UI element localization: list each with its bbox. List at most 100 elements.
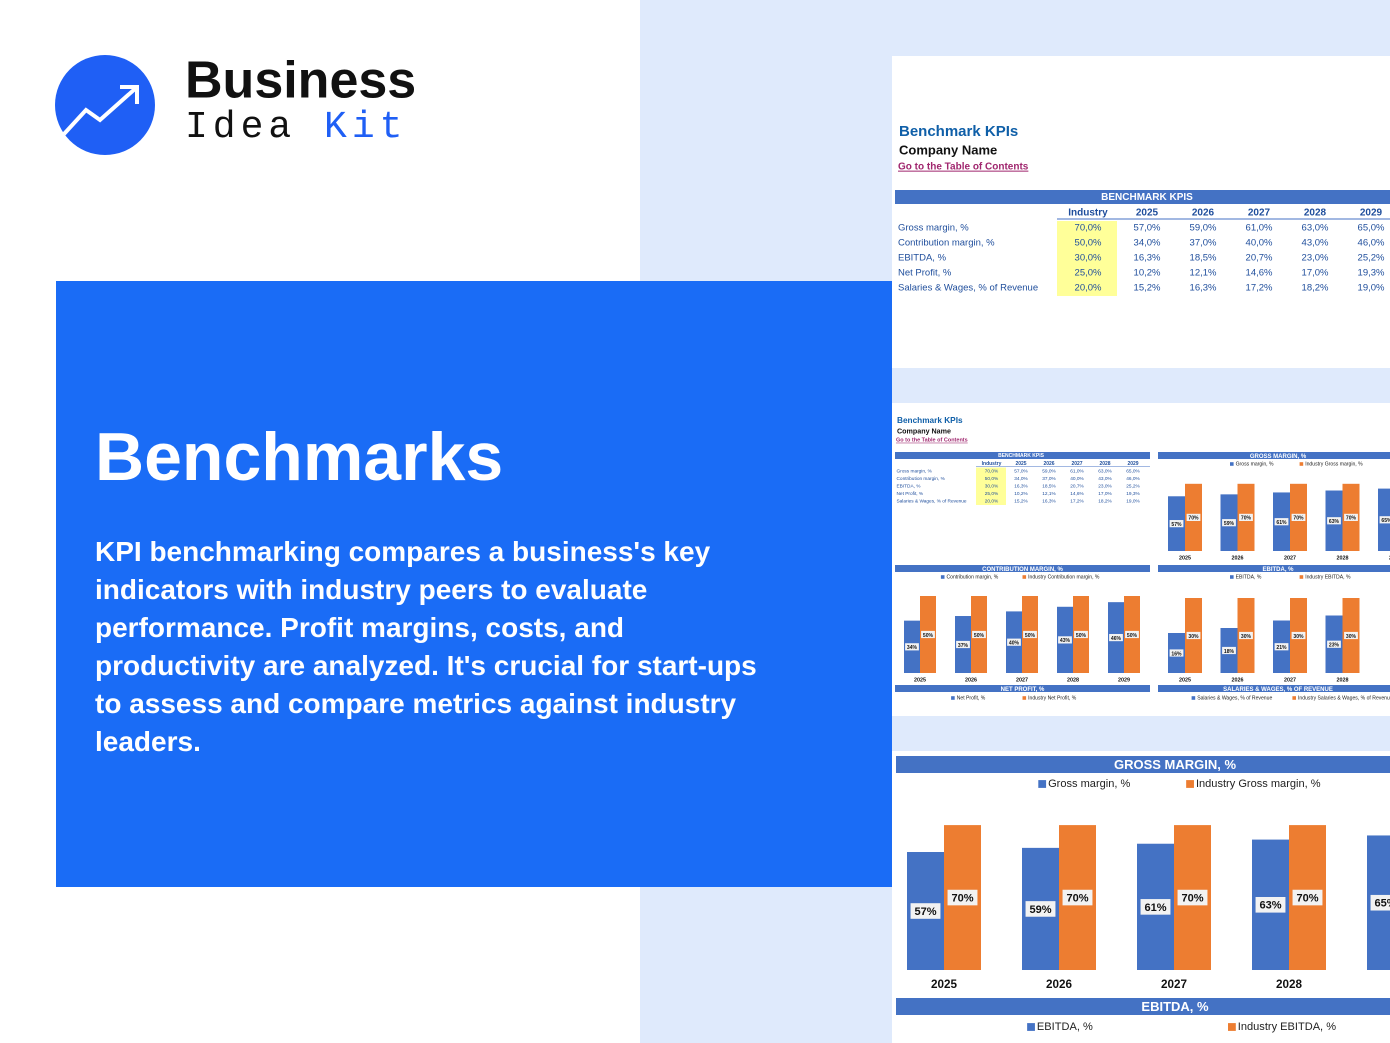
legend-swatch <box>1191 696 1196 700</box>
x-tick-label: 2026 <box>1232 677 1244 683</box>
value-label: 59% <box>1224 521 1235 527</box>
company-name: Company Name <box>899 142 997 157</box>
chart-title: SALARIES & WAGES, % OF REVENUE <box>1223 687 1333 693</box>
table-cell: 12,1% <box>1190 268 1217 279</box>
table-cell: 18,2% <box>1302 283 1329 294</box>
value-label: 50% <box>1076 633 1087 639</box>
legend-swatch <box>1292 696 1296 700</box>
table-cell: 14,6% <box>1070 491 1084 497</box>
table-cell: 46,0% <box>1358 238 1385 249</box>
legend-swatch <box>1027 1023 1035 1031</box>
table-cell: 16,3% <box>1134 253 1161 264</box>
x-tick-label: 2026 <box>1232 555 1244 561</box>
row-label: Gross margin, % <box>898 223 969 234</box>
value-label: 70% <box>951 892 973 904</box>
x-tick-label: 2025 <box>931 978 958 991</box>
row-label: Gross margin, % <box>897 468 933 474</box>
value-label: 43% <box>1060 638 1071 644</box>
legend-swatch <box>951 696 955 700</box>
value-label-box <box>1062 889 1093 906</box>
hero-title: Benchmarks <box>95 419 504 495</box>
x-tick-label: 2026 <box>1046 978 1073 991</box>
column-header: 2027 <box>1071 461 1082 467</box>
x-tick-label: 2028 <box>1337 677 1349 683</box>
table-cell: 17,0% <box>1302 268 1329 279</box>
table-title: BENCHMARK KPIS <box>1101 192 1193 203</box>
legend-swatch <box>1299 462 1304 466</box>
value-label-box <box>905 643 919 651</box>
chart-title-bar <box>1158 685 1390 692</box>
legend-label: Industry Gross margin, % <box>1305 461 1363 467</box>
legend-label: Salaries & Wages, % of Revenue <box>1197 695 1272 701</box>
table-cell: 12,1% <box>1042 491 1056 497</box>
value-label: 30% <box>1241 634 1252 640</box>
table-cell: 10,2% <box>1134 268 1161 279</box>
table-cell: 40,0% <box>1070 476 1084 482</box>
column-header: 2026 <box>1192 208 1215 219</box>
value-label: 50% <box>1025 633 1036 639</box>
sheet-panel <box>892 56 1390 368</box>
value-label-box <box>1222 646 1236 655</box>
chart-title-bar <box>895 685 1150 692</box>
table-cell: 19,3% <box>1126 491 1140 497</box>
value-label-box <box>1169 649 1184 657</box>
column-header: Industry <box>1068 208 1108 219</box>
table-cell: 23,0% <box>1302 253 1329 264</box>
table-cell: 65,0% <box>1126 468 1140 474</box>
table-cell: 46,0% <box>1126 476 1140 482</box>
industry-highlight <box>1057 221 1117 296</box>
legend-label: Gross margin, % <box>1236 461 1274 467</box>
column-header: 2025 <box>1015 461 1026 467</box>
value-label-box <box>1007 638 1021 646</box>
value-label: 50% <box>923 633 934 639</box>
value-label-box <box>947 889 978 906</box>
table-cell: 20,7% <box>1246 253 1273 264</box>
toc-link: Go to the Table of Contents <box>898 162 1029 173</box>
value-label-box <box>1140 899 1171 915</box>
table-cell: 16,3% <box>1190 283 1217 294</box>
value-label: 70% <box>1296 892 1318 904</box>
logo-arrow-head <box>120 85 139 104</box>
value-label-box <box>1186 513 1201 521</box>
value-label-box <box>1274 643 1289 651</box>
x-tick-label: 2025 <box>1179 555 1191 561</box>
value-label: 63% <box>1329 519 1340 525</box>
table-cell: 18,2% <box>1098 498 1112 504</box>
table-cell: 34,0% <box>1134 238 1161 249</box>
row-label: Net Profit, % <box>898 268 952 279</box>
hero-panel <box>56 281 892 887</box>
table-cell: 16,3% <box>1014 483 1028 489</box>
logo-arrow <box>62 86 138 136</box>
chart-title-bar <box>896 756 1390 773</box>
table-cell: 10,2% <box>1014 491 1028 497</box>
value-label-box <box>1239 513 1253 521</box>
table-cell: 65,0% <box>1358 223 1385 234</box>
table-cell: 17,0% <box>1098 491 1112 497</box>
legend-label: Industry EBITDA, % <box>1238 1021 1336 1033</box>
value-label-box <box>1239 631 1253 640</box>
table-cell: 20,0% <box>1075 283 1102 294</box>
logo-accent: Kit <box>324 106 407 149</box>
row-label: EBITDA, % <box>897 483 922 489</box>
row-label: Salaries & Wages, % of Revenue <box>898 283 1038 294</box>
value-label-box <box>1074 630 1088 639</box>
legend-swatch <box>1186 780 1194 788</box>
row-label: Salaries & Wages, % of Revenue <box>897 498 967 504</box>
column-header: 2029 <box>1127 461 1138 467</box>
x-tick-label: 2026 <box>965 677 977 683</box>
value-label: 40% <box>1009 641 1020 647</box>
table-cell: 34,0% <box>1014 476 1028 482</box>
column-header: 2027 <box>1248 208 1271 219</box>
column-header: 2029 <box>1360 208 1383 219</box>
x-tick-label: 2027 <box>1284 677 1296 683</box>
value-label-box <box>1109 633 1123 642</box>
value-label-box <box>1255 896 1286 913</box>
table-cell: 59,0% <box>1042 468 1056 474</box>
table-cell: 15,2% <box>1134 283 1161 294</box>
value-label-box <box>1344 631 1358 640</box>
value-label-box <box>1291 513 1306 521</box>
column-header: 2028 <box>1099 461 1110 467</box>
value-label: 70% <box>1346 516 1357 522</box>
x-tick-label: 2027 <box>1284 555 1296 561</box>
column-header: Industry <box>982 461 1002 467</box>
